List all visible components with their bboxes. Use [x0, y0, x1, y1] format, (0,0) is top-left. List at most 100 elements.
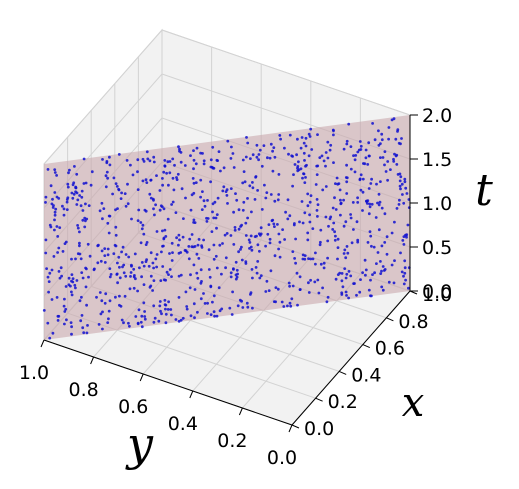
data-point [153, 316, 157, 320]
data-point [257, 158, 260, 162]
data-point [383, 163, 386, 167]
data-point [164, 235, 168, 238]
data-point [212, 216, 216, 220]
data-point [102, 207, 106, 211]
data-point [300, 136, 304, 139]
data-point [366, 241, 370, 244]
data-point [368, 205, 372, 209]
data-point [345, 192, 349, 195]
data-point [70, 325, 73, 329]
data-point [269, 142, 273, 146]
data-point [100, 201, 104, 205]
data-point [44, 195, 48, 199]
data-point [114, 233, 118, 237]
data-point [236, 272, 240, 276]
data-point [80, 295, 83, 299]
data-point [193, 245, 197, 248]
data-point [218, 243, 222, 247]
t-axis-label: t [475, 165, 493, 216]
data-point [177, 243, 180, 247]
data-point [199, 281, 203, 285]
data-point [324, 185, 328, 188]
data-point [385, 235, 389, 239]
data-point [166, 160, 170, 164]
data-point [127, 324, 131, 328]
y-tick [189, 390, 194, 399]
data-point [106, 176, 109, 180]
data-point [292, 173, 295, 177]
data-point [220, 272, 223, 276]
data-point [145, 150, 149, 154]
data-point [318, 156, 322, 160]
data-point [143, 317, 147, 321]
data-point [352, 154, 355, 158]
data-point [398, 198, 401, 202]
data-point [336, 237, 340, 241]
data-point [70, 332, 73, 336]
data-point [223, 233, 227, 237]
data-point [161, 229, 164, 233]
data-point [361, 271, 364, 274]
data-point [165, 270, 169, 274]
data-point [246, 197, 249, 200]
data-point [384, 170, 388, 173]
data-point [273, 155, 277, 159]
data-point [211, 202, 215, 206]
data-point [152, 155, 156, 159]
data-point [324, 151, 328, 154]
data-point [193, 316, 196, 320]
data-point [381, 288, 385, 292]
data-point [215, 213, 219, 217]
data-point [142, 283, 146, 286]
data-point [209, 180, 213, 184]
data-point [54, 207, 58, 211]
data-point [365, 199, 368, 203]
data-point [57, 270, 61, 273]
data-point [152, 266, 156, 270]
data-point [326, 295, 330, 299]
data-point [319, 262, 323, 266]
data-point [49, 184, 53, 188]
data-point [152, 320, 156, 324]
data-point [233, 228, 237, 232]
data-point [403, 266, 407, 270]
data-point [143, 315, 147, 318]
data-point [105, 161, 109, 165]
x-tick-label: 1.0 [422, 284, 452, 306]
data-point [124, 204, 128, 208]
data-point [278, 240, 282, 244]
data-point [404, 186, 408, 190]
data-point [307, 154, 311, 158]
data-point [361, 209, 364, 212]
data-point [253, 198, 257, 201]
data-point [184, 249, 188, 253]
data-point [55, 296, 59, 299]
data-point [308, 213, 311, 217]
data-point [264, 290, 268, 293]
data-point [115, 185, 119, 188]
data-point [254, 266, 258, 269]
data-point [379, 180, 382, 184]
data-point [119, 197, 123, 201]
data-point [80, 314, 84, 317]
data-point [347, 270, 351, 273]
data-point [191, 177, 195, 180]
data-point [251, 181, 254, 184]
data-point [95, 295, 98, 299]
data-point [321, 286, 324, 290]
data-point [113, 243, 117, 247]
data-point [393, 220, 396, 224]
data-point [244, 262, 248, 265]
data-point [210, 165, 214, 169]
data-point [56, 319, 60, 322]
data-point [217, 150, 221, 154]
data-point [184, 290, 188, 294]
data-point [158, 208, 162, 212]
data-point [193, 288, 197, 291]
data-point [177, 319, 181, 323]
data-point [149, 196, 153, 200]
data-point [290, 297, 294, 301]
data-point [171, 176, 175, 180]
data-point [143, 310, 147, 313]
data-point [383, 268, 387, 271]
